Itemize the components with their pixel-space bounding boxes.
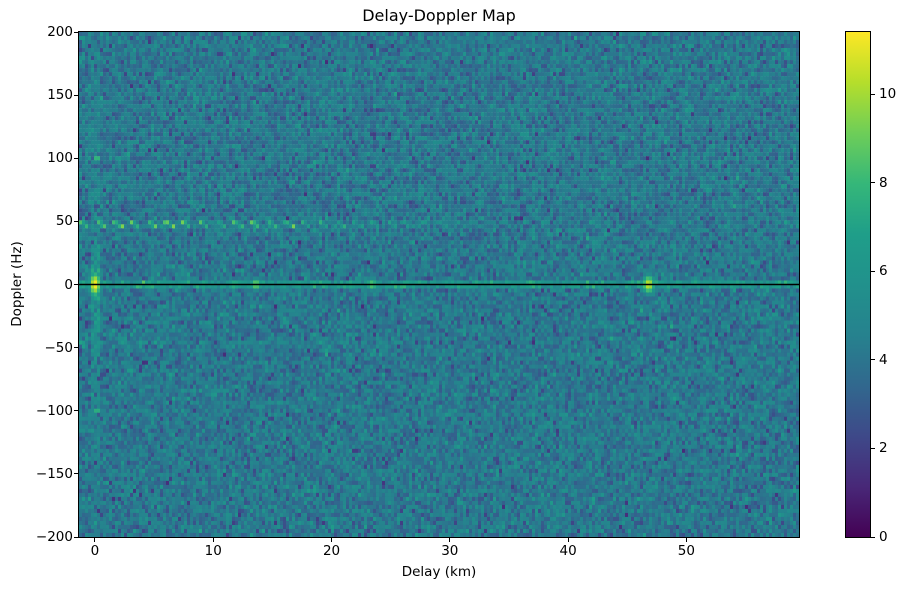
y-tick-label: −100 [35, 402, 73, 419]
y-tick-label: 0 [64, 276, 73, 293]
colorbar-tick-mark [871, 182, 875, 184]
x-tick-label: 30 [441, 543, 459, 559]
x-tick-mark [685, 538, 687, 542]
colorbar-tick-label: 0 [879, 529, 888, 545]
colorbar-tick-mark [871, 447, 875, 449]
y-tick-label: 50 [55, 213, 73, 230]
y-tick-label: 200 [47, 24, 73, 40]
y-tick-mark [74, 284, 78, 285]
x-tick-mark [94, 538, 96, 542]
y-tick-mark [74, 31, 78, 33]
colorbar-tick-mark [871, 536, 875, 538]
x-tick-label: 40 [559, 543, 577, 559]
x-tick-label: 20 [322, 543, 341, 559]
y-tick-mark [74, 347, 78, 349]
colorbar-tick-mark [871, 270, 875, 272]
colorbar-tick-label: 4 [879, 351, 888, 368]
plot-area [78, 31, 800, 538]
x-tick-mark [567, 538, 569, 542]
y-tick-label: −50 [44, 339, 74, 356]
y-tick-label: −150 [35, 465, 73, 482]
y-tick-mark [74, 536, 78, 538]
y-tick-label: −200 [35, 529, 73, 545]
x-tick-mark [449, 538, 451, 542]
colorbar-tick-mark [871, 359, 875, 361]
colorbar-tick-label: 2 [879, 440, 888, 457]
y-tick-mark [74, 410, 78, 412]
x-tick-mark [331, 538, 333, 542]
y-tick-mark [74, 473, 78, 475]
y-tick-mark [74, 157, 78, 159]
y-tick-label: 150 [47, 87, 73, 104]
x-tick-mark [212, 538, 214, 542]
y-tick-mark [74, 220, 78, 222]
x-tick-label: 50 [677, 543, 695, 559]
colorbar-tick-label: 10 [879, 86, 897, 103]
x-tick-label: 0 [90, 543, 100, 559]
colorbar-tick-mark [871, 93, 875, 95]
x-tick-label: 10 [204, 543, 222, 559]
x-axis-label: Delay (km) [401, 564, 477, 580]
colorbar [845, 31, 871, 538]
colorbar-tick-label: 8 [879, 174, 888, 191]
y-tick-mark [74, 94, 78, 96]
chart-title: Delay-Doppler Map [362, 6, 516, 25]
delay-doppler-heatmap [79, 32, 799, 537]
colorbar-tick-label: 6 [879, 263, 888, 280]
y-tick-label: 100 [47, 150, 73, 167]
